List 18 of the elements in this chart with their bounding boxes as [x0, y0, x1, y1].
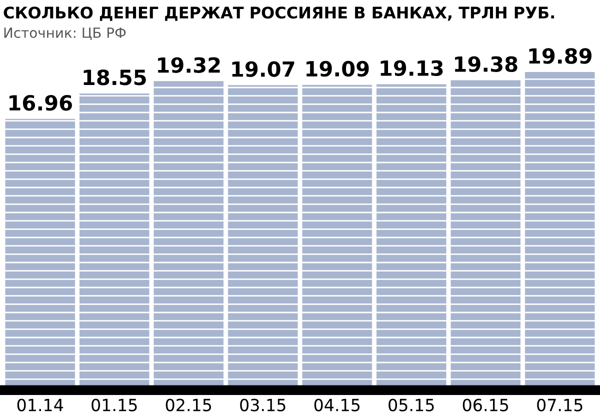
- x-tick-label: 03.15: [240, 398, 286, 412]
- chart-title: СКОЛЬКО ДЕНЕГ ДЕРЖАТ РОССИЯНЕ В БАНКАХ, ТРЛН РУБ.: [4, 6, 554, 21]
- data-label: 19.07: [232, 61, 294, 77]
- data-label: 16.96: [10, 94, 72, 111]
- data-label: 19.09: [306, 60, 369, 77]
- data-label: 19.13: [380, 60, 443, 76]
- data-label: 19.89: [529, 48, 592, 64]
- x-tick-label: 01.15: [92, 398, 137, 412]
- x-tick-label: 01.14: [17, 398, 64, 412]
- x-tick-label: 07.15: [537, 398, 582, 412]
- x-tick-label: 05.15: [388, 398, 434, 412]
- text: Источник: ЦБ РФ: [4, 28, 126, 40]
- x-tick-label: 02.15: [166, 398, 212, 412]
- data-label: 19.38: [455, 56, 518, 72]
- x-tick-label: 04.15: [314, 398, 360, 412]
- data-label: 19.32: [158, 57, 220, 73]
- data-label: 18.55: [84, 70, 146, 86]
- x-tick-label: 06.15: [462, 398, 508, 412]
